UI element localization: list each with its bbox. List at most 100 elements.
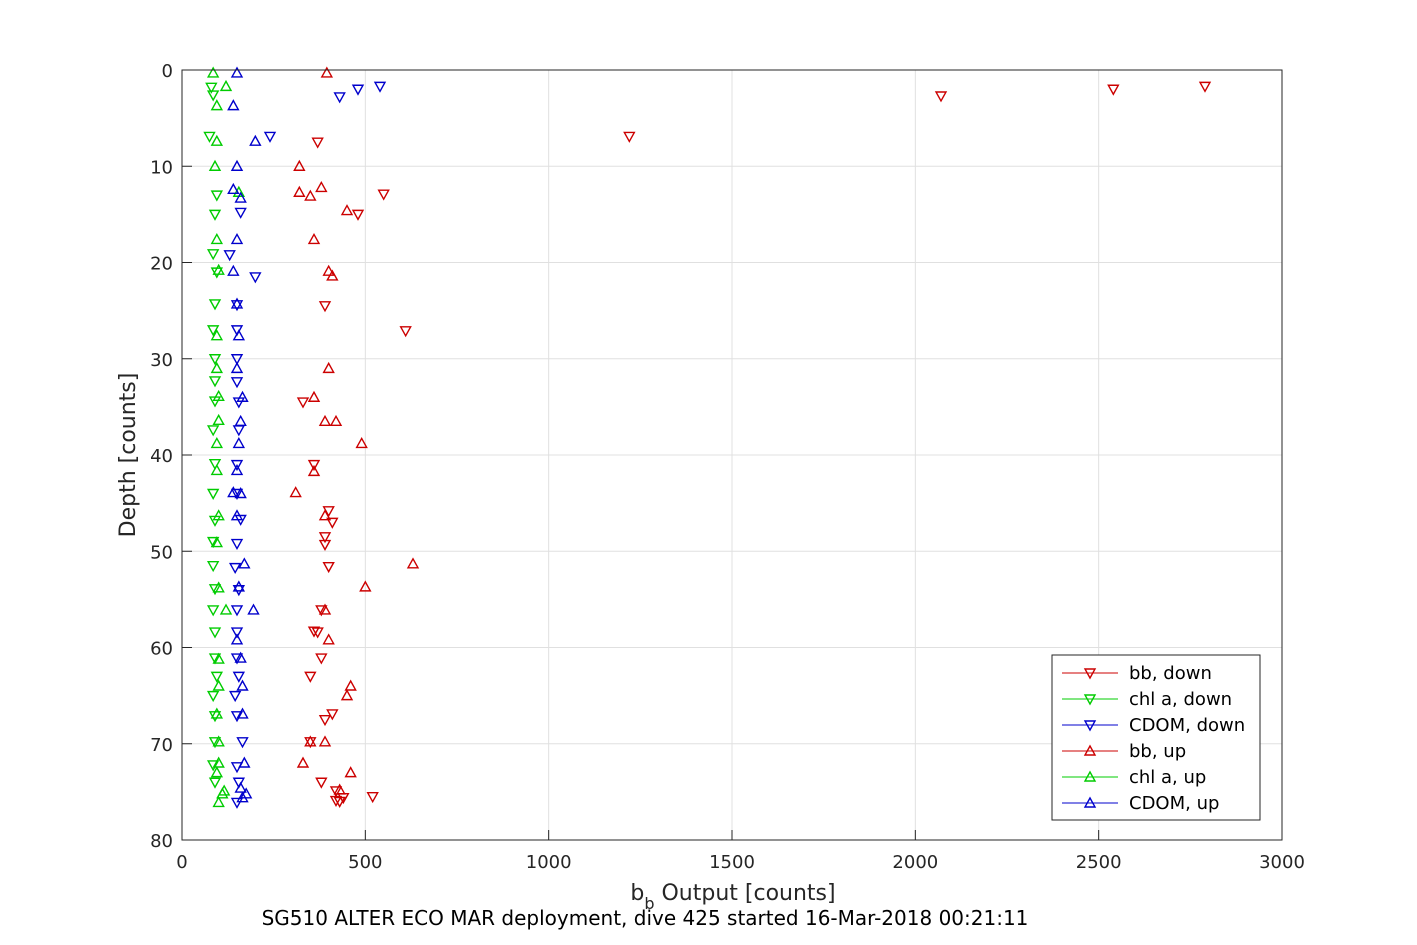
marker-chl-a-up xyxy=(212,735,225,747)
marker-cdom-up xyxy=(238,756,251,768)
marker-cdom-down xyxy=(228,690,242,703)
y-tick-label: 20 xyxy=(150,254,173,275)
marker-bb-up xyxy=(344,679,357,691)
legend-label: bb, down xyxy=(1129,663,1212,684)
marker-cdom-down xyxy=(228,562,242,575)
marker-cdom-down xyxy=(230,627,244,639)
marker-bb-down xyxy=(329,786,343,798)
x-axis-label-main: b xyxy=(630,881,644,906)
marker-cdom-down xyxy=(230,354,244,366)
marker-chl-a-down xyxy=(206,325,220,337)
x-tick-label: 0 xyxy=(176,852,187,873)
marker-bb-down xyxy=(318,539,332,551)
marker-bb-up xyxy=(318,603,332,615)
marker-cdom-down xyxy=(230,459,244,472)
marker-bb-down xyxy=(326,709,339,721)
marker-cdom-up xyxy=(230,463,244,476)
marker-bb-down xyxy=(318,301,332,313)
marker-cdom-up xyxy=(236,707,249,719)
legend-marker xyxy=(1083,720,1097,732)
legend-label: chl a, up xyxy=(1129,767,1206,788)
marker-bb-up xyxy=(307,232,321,245)
marker-cdom-up xyxy=(247,603,260,615)
legend-marker xyxy=(1083,668,1097,680)
marker-bb-down xyxy=(366,791,379,804)
x-tick-label: 1500 xyxy=(709,852,755,873)
marker-cdom-up xyxy=(230,66,244,78)
marker-chl-a-up xyxy=(210,232,224,245)
marker-chl-a-down xyxy=(210,671,224,683)
marker-bb-down xyxy=(333,796,346,808)
marker-chl-a-up xyxy=(206,66,220,78)
marker-chl-a-up xyxy=(212,509,225,521)
marker-chl-a-down xyxy=(206,690,220,703)
marker-cdom-up xyxy=(230,232,244,245)
marker-chl-a-up xyxy=(212,796,225,808)
marker-chl-a-down xyxy=(208,458,222,471)
marker-chl-a-down xyxy=(206,90,220,102)
marker-cdom-down xyxy=(230,488,244,500)
marker-cdom-down xyxy=(230,797,244,809)
marker-bb-down xyxy=(351,209,365,221)
marker-chl-a-down xyxy=(208,354,222,366)
marker-cdom-up xyxy=(227,264,240,276)
marker-chl-a-up xyxy=(210,99,224,111)
marker-bb-down xyxy=(304,671,317,683)
legend-label: bb, up xyxy=(1129,741,1186,762)
marker-chl-a-down xyxy=(210,190,224,202)
marker-cdom-up xyxy=(249,134,262,146)
marker-chl-a-up xyxy=(219,603,233,615)
marker-bb-down xyxy=(315,653,328,665)
marker-chl-a-down xyxy=(203,131,216,143)
marker-cdom-down xyxy=(236,737,249,749)
marker-bb-down xyxy=(307,626,321,638)
marker-chl-a-down xyxy=(208,653,222,665)
legend-label: CDOM, down xyxy=(1129,715,1245,736)
marker-bb-down xyxy=(623,131,636,143)
marker-bb-up xyxy=(320,66,334,78)
marker-bb-up xyxy=(322,361,335,374)
x-tick-label: 500 xyxy=(348,852,382,873)
marker-chl-a-up xyxy=(210,437,224,449)
y-tick-label: 50 xyxy=(150,542,173,563)
marker-bb-down xyxy=(318,532,332,544)
x-tick-label: 2000 xyxy=(892,852,938,873)
marker-chl-a-down xyxy=(208,209,222,221)
marker-chl-a-down xyxy=(208,737,222,749)
marker-bb-up xyxy=(318,735,332,747)
legend-marker xyxy=(1083,770,1097,782)
marker-bb-up xyxy=(304,189,317,201)
marker-cdom-down xyxy=(230,605,244,617)
y-tick-label: 80 xyxy=(150,831,173,852)
marker-chl-a-down xyxy=(206,249,220,261)
x-axis-label: bb Output [counts] xyxy=(630,881,835,913)
marker-cdom-down xyxy=(351,84,365,96)
legend: bb, down chl a, down CDOM, down bb, up chl a… xyxy=(1051,654,1261,821)
marker-cdom-down xyxy=(223,250,236,262)
x-tick-label: 2500 xyxy=(1076,852,1122,873)
legend-label: CDOM, up xyxy=(1129,793,1219,814)
marker-bb-up xyxy=(329,414,343,427)
y-tick-label: 30 xyxy=(150,350,173,371)
marker-chl-a-down xyxy=(206,560,220,573)
marker-cdom-down xyxy=(230,377,244,389)
marker-cdom-down xyxy=(232,671,246,683)
marker-bb-down xyxy=(296,397,310,409)
marker-chl-a-up xyxy=(210,134,224,146)
marker-bb-up xyxy=(307,464,321,477)
marker-chl-a-up xyxy=(212,679,225,691)
marker-cdom-down xyxy=(333,92,346,104)
marker-cdom-down xyxy=(234,207,247,219)
marker-chl-a-down xyxy=(206,760,220,772)
marker-cdom-down xyxy=(249,272,262,284)
marker-cdom-down xyxy=(373,81,387,93)
x-axis-label-subscript: b xyxy=(644,894,654,913)
marker-cdom-down xyxy=(230,711,244,723)
x-tick-label: 1000 xyxy=(526,852,572,873)
marker-chl-a-down xyxy=(208,584,222,596)
marker-cdom-up xyxy=(234,414,247,427)
marker-chl-a-up xyxy=(219,79,233,92)
marker-chl-a-up xyxy=(210,766,224,778)
legend-marker xyxy=(1083,796,1097,808)
marker-bb-up xyxy=(322,264,335,276)
